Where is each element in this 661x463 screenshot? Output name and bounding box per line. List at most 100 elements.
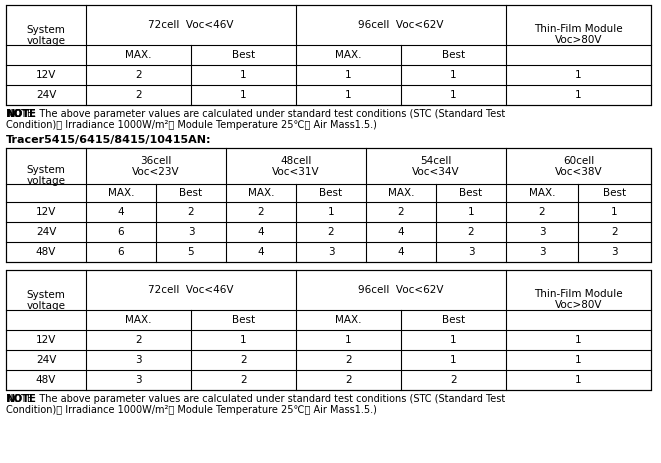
Text: System: System (26, 165, 65, 175)
Text: voltage: voltage (26, 36, 65, 46)
Text: 54cell: 54cell (420, 156, 451, 166)
Text: Voc<38V: Voc<38V (555, 167, 602, 177)
Text: 6: 6 (118, 247, 124, 257)
Text: 4: 4 (258, 247, 264, 257)
Text: voltage: voltage (26, 176, 65, 186)
Text: Best: Best (603, 188, 626, 198)
Text: System: System (26, 25, 65, 35)
Text: 96cell  Voc<62V: 96cell Voc<62V (358, 285, 444, 295)
Text: MAX.: MAX. (335, 50, 362, 60)
Text: 1: 1 (450, 70, 457, 80)
Text: 5: 5 (188, 247, 194, 257)
Text: 6: 6 (118, 227, 124, 237)
Text: NOTE: NOTE (6, 109, 36, 119)
Text: 4: 4 (398, 227, 405, 237)
Text: MAX.: MAX. (335, 315, 362, 325)
Bar (6, 148, 651, 262)
Text: 3: 3 (188, 227, 194, 237)
Text: 24V: 24V (36, 355, 56, 365)
Text: 1: 1 (240, 335, 247, 345)
Text: System: System (26, 290, 65, 300)
Text: 12V: 12V (36, 207, 56, 217)
Text: 2: 2 (136, 90, 142, 100)
Text: 1: 1 (575, 90, 582, 100)
Text: Best: Best (442, 50, 465, 60)
Text: 1: 1 (345, 335, 352, 345)
Text: 1: 1 (450, 355, 457, 365)
Text: 1: 1 (575, 355, 582, 365)
Text: 48V: 48V (36, 247, 56, 257)
Text: NOTE: NOTE (6, 394, 36, 404)
Text: 12V: 12V (36, 335, 56, 345)
Text: 24V: 24V (36, 227, 56, 237)
Text: 3: 3 (136, 375, 142, 385)
Text: 2: 2 (345, 375, 352, 385)
Text: 1: 1 (240, 90, 247, 100)
Text: 1: 1 (450, 335, 457, 345)
Text: MAX.: MAX. (125, 315, 152, 325)
Text: 3: 3 (468, 247, 475, 257)
Text: NOTE: NOTE (6, 109, 36, 119)
Text: 2: 2 (539, 207, 545, 217)
Bar (6, 270, 651, 390)
Text: 12V: 12V (36, 70, 56, 80)
Text: 24V: 24V (36, 90, 56, 100)
Text: 2: 2 (258, 207, 264, 217)
Text: Voc>80V: Voc>80V (555, 35, 602, 45)
Text: Voc<31V: Voc<31V (272, 167, 320, 177)
Text: 4: 4 (118, 207, 124, 217)
Text: NOTE: The above parameter values are calculated under standard test conditions (: NOTE: The above parameter values are cal… (6, 394, 505, 404)
Text: Tracer5415/6415/8415/10415AN:: Tracer5415/6415/8415/10415AN: (6, 135, 212, 145)
Text: Thin-Film Module: Thin-Film Module (534, 24, 623, 34)
Text: 3: 3 (136, 355, 142, 365)
Text: Thin-Film Module: Thin-Film Module (534, 289, 623, 299)
Text: 3: 3 (328, 247, 334, 257)
Text: Condition)： Irradiance 1000W/m²， Module Temperature 25℃， Air Mass1.5.): Condition)： Irradiance 1000W/m²， Module … (6, 120, 377, 130)
Text: 2: 2 (450, 375, 457, 385)
Text: MAX.: MAX. (248, 188, 274, 198)
Text: Best: Best (179, 188, 202, 198)
Text: 2: 2 (136, 335, 142, 345)
Text: 2: 2 (611, 227, 618, 237)
Text: 4: 4 (398, 247, 405, 257)
Text: Best: Best (232, 315, 255, 325)
Text: 72cell  Voc<46V: 72cell Voc<46V (148, 285, 234, 295)
Text: MAX.: MAX. (108, 188, 134, 198)
Text: Voc<23V: Voc<23V (132, 167, 180, 177)
Text: 48V: 48V (36, 375, 56, 385)
Text: 96cell  Voc<62V: 96cell Voc<62V (358, 20, 444, 30)
Text: 2: 2 (240, 355, 247, 365)
Text: 2: 2 (136, 70, 142, 80)
Text: 2: 2 (188, 207, 194, 217)
Text: 1: 1 (575, 375, 582, 385)
Text: 1: 1 (328, 207, 334, 217)
Text: voltage: voltage (26, 301, 65, 311)
Text: 1: 1 (345, 70, 352, 80)
Text: 3: 3 (539, 247, 545, 257)
Text: 60cell: 60cell (563, 156, 594, 166)
Text: 1: 1 (575, 70, 582, 80)
Text: MAX.: MAX. (125, 50, 152, 60)
Text: 2: 2 (398, 207, 405, 217)
Text: 2: 2 (468, 227, 475, 237)
Text: NOTE: The above parameter values are calculated under standard test conditions (: NOTE: The above parameter values are cal… (6, 109, 505, 119)
Text: 2: 2 (345, 355, 352, 365)
Text: 2: 2 (328, 227, 334, 237)
Text: 2: 2 (240, 375, 247, 385)
Text: 1: 1 (240, 70, 247, 80)
Bar (6, 5, 651, 105)
Text: Best: Best (442, 315, 465, 325)
Text: 1: 1 (450, 90, 457, 100)
Text: Best: Best (459, 188, 483, 198)
Text: Best: Best (232, 50, 255, 60)
Text: Voc<34V: Voc<34V (412, 167, 460, 177)
Text: 4: 4 (258, 227, 264, 237)
Text: 1: 1 (345, 90, 352, 100)
Text: MAX.: MAX. (529, 188, 555, 198)
Text: 1: 1 (611, 207, 618, 217)
Text: 3: 3 (611, 247, 618, 257)
Text: 3: 3 (539, 227, 545, 237)
Text: Voc>80V: Voc>80V (555, 300, 602, 310)
Text: Condition)： Irradiance 1000W/m²， Module Temperature 25℃， Air Mass1.5.): Condition)： Irradiance 1000W/m²， Module … (6, 405, 377, 415)
Text: 72cell  Voc<46V: 72cell Voc<46V (148, 20, 234, 30)
